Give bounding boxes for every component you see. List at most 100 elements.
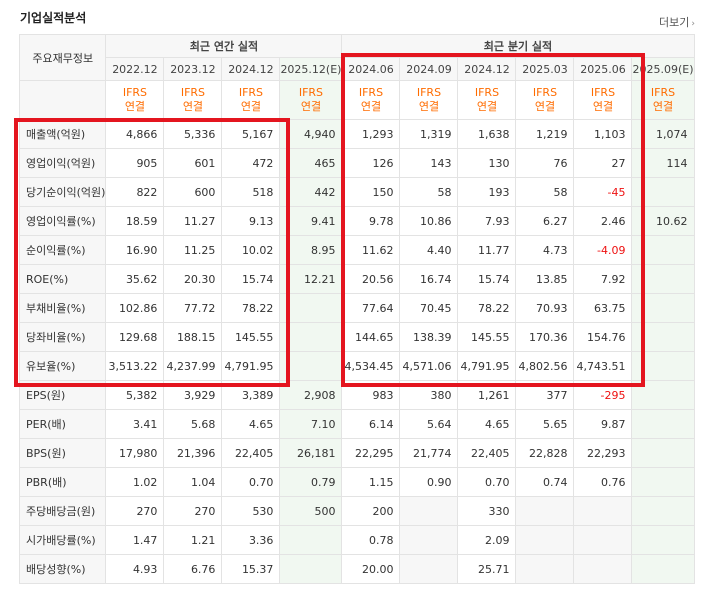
table-cell: 5.65 — [515, 409, 575, 439]
table-cell: 0.74 — [515, 467, 575, 497]
table-cell: 20.00 — [341, 554, 401, 584]
table-cell: 27 — [573, 148, 633, 178]
ifrs-top: IFRS — [180, 86, 206, 99]
row-label: PER(배) — [18, 409, 107, 439]
ifrs-label: IFRS 연결 — [457, 80, 517, 120]
table-row: 부채비율(%) 102.86 77.72 78.22 77.64 70.45 78.22 70… — [18, 293, 695, 323]
table-cell: 145.55 — [457, 322, 517, 352]
table-cell: 22,828 — [515, 438, 575, 468]
table-cell: 4,571.06 — [399, 351, 459, 381]
table-cell: 0.70 — [221, 467, 281, 497]
period-header: 2025.06 — [573, 57, 633, 81]
table-row: BPS(원) 17,980 21,396 22,405 26,181 22,295 21,7… — [18, 438, 695, 468]
table-cell: 70.45 — [399, 293, 459, 323]
table-cell: 18.59 — [105, 206, 165, 236]
table-cell: 0.78 — [341, 525, 401, 555]
table-cell: 126 — [341, 148, 401, 178]
row-label: 영업이익(억원) — [18, 148, 107, 178]
more-link[interactable]: 더보기 › — [659, 14, 695, 30]
table-cell: 150 — [341, 177, 401, 207]
quarter-highlight-box — [341, 53, 645, 387]
ifrs-bottom: 연결 — [300, 100, 322, 113]
ifrs-label: IFRS 연결 — [341, 80, 401, 120]
table-cell: 4.65 — [457, 409, 517, 439]
row-label: 유보율(%) — [18, 351, 107, 381]
table-cell: 63.75 — [573, 293, 633, 323]
ifrs-bottom: 연결 — [182, 100, 204, 113]
table-cell: 10.86 — [399, 206, 459, 236]
row-label: PBR(배) — [18, 467, 107, 497]
table-cell: 5.64 — [399, 409, 459, 439]
table-cell — [399, 525, 459, 555]
table-cell: 4.65 — [221, 409, 281, 439]
table-row: PER(배) 3.41 5.68 4.65 7.10 6.14 5.64 4.65 5.65 9.… — [18, 409, 695, 439]
table-cell — [515, 496, 575, 526]
table-cell: 4.93 — [105, 554, 165, 584]
row-label: 당좌비율(%) — [18, 322, 107, 352]
table-cell: 129.68 — [105, 322, 165, 352]
table-cell: 35.62 — [105, 264, 165, 294]
table-cell — [399, 496, 459, 526]
table-cell: 5,336 — [163, 119, 223, 149]
table-cell: 1.02 — [105, 467, 165, 497]
table-cell: 77.64 — [341, 293, 401, 323]
table-cell: 6.14 — [341, 409, 401, 439]
table-cell: 15.37 — [221, 554, 281, 584]
table-cell: 70.93 — [515, 293, 575, 323]
table-cell: 16.74 — [399, 264, 459, 294]
ifrs-bottom: 연결 — [418, 100, 440, 113]
table-cell: 13.85 — [515, 264, 575, 294]
ifrs-top: IFRS — [474, 86, 500, 99]
ifrs-label: IFRS 연결 — [279, 80, 343, 120]
table-cell: 11.77 — [457, 235, 517, 265]
table-cell: 58 — [515, 177, 575, 207]
table-row: PBR(배) 1.02 1.04 0.70 0.79 1.15 0.90 0.70 0.74 0.… — [18, 467, 695, 497]
table-cell: 22,405 — [221, 438, 281, 468]
table-cell: 9.87 — [573, 409, 633, 439]
ifrs-top: IFRS — [650, 86, 676, 99]
ifrs-bottom: 연결 — [534, 100, 556, 113]
table-cell: 9.13 — [221, 206, 281, 236]
section-title: 기업실적분석 — [20, 11, 87, 25]
table-cell: 170.36 — [515, 322, 575, 352]
table-cell: 330 — [457, 496, 517, 526]
period-header: 2024.12 — [457, 57, 517, 81]
ifrs-top: IFRS — [122, 86, 148, 99]
table-row: 순이익률(%) 16.90 11.25 10.02 8.95 11.62 4.40 11.77… — [18, 235, 695, 265]
ifrs-top: IFRS — [238, 86, 264, 99]
table-cell: 1.21 — [163, 525, 223, 555]
table-cell: 9.78 — [341, 206, 401, 236]
period-header: 2025.12(E) — [279, 57, 343, 81]
table-cell: 22,293 — [573, 438, 633, 468]
table-cell: 1.15 — [341, 467, 401, 497]
ifrs-top: IFRS — [590, 86, 616, 99]
table-cell: 3.36 — [221, 525, 281, 555]
row-label: 시가배당률(%) — [18, 525, 107, 555]
row-label: 당기순이익(억원) — [18, 177, 107, 207]
table-cell: 1.04 — [163, 467, 223, 497]
table-cell: 22,405 — [457, 438, 517, 468]
ifrs-top: IFRS — [532, 86, 558, 99]
period-header: 2025.03 — [515, 57, 575, 81]
table-cell: 78.22 — [221, 293, 281, 323]
table-cell — [631, 438, 695, 468]
table-cell: 11.27 — [163, 206, 223, 236]
table-row: 주당배당금(원) 270 270 530 500 200 330 — [18, 496, 695, 526]
table-row: 당좌비율(%) 129.68 188.15 145.55 144.65 138.39 145… — [18, 322, 695, 352]
row-label: 영업이익률(%) — [18, 206, 107, 236]
table-cell: 500 — [279, 496, 343, 526]
table-cell: 15.74 — [221, 264, 281, 294]
table-cell — [631, 496, 695, 526]
table-row: 영업이익률(%) 18.59 11.27 9.13 9.41 9.78 10.86 7.93 6… — [18, 206, 695, 236]
table-cell: 0.76 — [573, 467, 633, 497]
table-row: 배당성향(%) 4.93 6.76 15.37 20.00 25.71 — [18, 554, 695, 584]
table-cell: 601 — [163, 148, 223, 178]
annual-highlight-box — [14, 118, 290, 387]
row-label: 주당배당금(원) — [18, 496, 107, 526]
annual-group-header: 최근 연간 실적 — [105, 34, 343, 58]
table-cell: 1,638 — [457, 119, 517, 149]
table-cell: 11.25 — [163, 235, 223, 265]
row-label: ROE(%) — [18, 264, 107, 294]
ifrs-bottom: 연결 — [360, 100, 382, 113]
table-cell: 154.76 — [573, 322, 633, 352]
